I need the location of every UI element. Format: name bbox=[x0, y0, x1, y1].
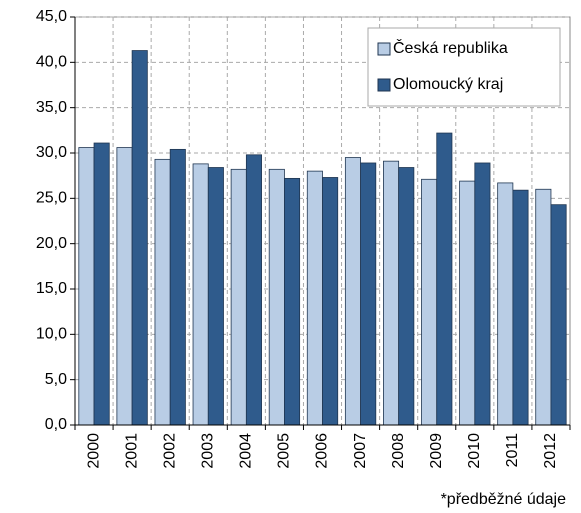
bar bbox=[497, 182, 514, 426]
x-tick-label: 2000 bbox=[85, 433, 102, 469]
legend-swatch bbox=[377, 42, 391, 56]
bar bbox=[306, 170, 323, 426]
y-tick-label: 10,0 bbox=[36, 326, 67, 343]
x-tick-label: 2008 bbox=[390, 433, 407, 469]
y-tick-label: 0,0 bbox=[45, 416, 67, 433]
bar bbox=[383, 160, 400, 426]
bar bbox=[268, 168, 285, 426]
bar bbox=[550, 204, 567, 426]
y-tick-label: 15,0 bbox=[36, 280, 67, 297]
bar bbox=[131, 50, 148, 426]
bar bbox=[421, 178, 438, 426]
bar bbox=[398, 167, 415, 426]
footnote: *předběžné údaje bbox=[441, 491, 567, 508]
y-tick-label: 20,0 bbox=[36, 235, 67, 252]
bar bbox=[474, 162, 491, 426]
y-tick-label: 25,0 bbox=[36, 190, 67, 207]
y-tick-label: 30,0 bbox=[36, 144, 67, 161]
y-tick-label: 40,0 bbox=[36, 54, 67, 71]
bar bbox=[344, 157, 361, 426]
y-tick-label: 45,0 bbox=[36, 8, 67, 25]
x-tick-label: 2009 bbox=[428, 433, 445, 469]
bar bbox=[459, 180, 476, 426]
x-tick-label: 2003 bbox=[199, 433, 216, 469]
bar bbox=[93, 142, 110, 426]
x-tick-label: 2006 bbox=[314, 433, 331, 469]
x-tick-label: 2005 bbox=[276, 433, 293, 469]
bar bbox=[169, 148, 186, 426]
bar bbox=[512, 189, 529, 426]
x-tick-label: 2004 bbox=[238, 433, 255, 469]
x-tick-label: 2011 bbox=[504, 433, 521, 468]
bar bbox=[192, 163, 209, 426]
x-tick-label: 2010 bbox=[466, 433, 483, 469]
bar bbox=[116, 147, 133, 426]
legend-swatch bbox=[377, 78, 391, 92]
legend-label: Česká republika bbox=[393, 38, 508, 57]
bar bbox=[154, 158, 171, 426]
bar bbox=[78, 147, 95, 426]
bar bbox=[360, 162, 377, 426]
x-tick-label: 2012 bbox=[542, 433, 559, 469]
y-tick-label: 5,0 bbox=[45, 371, 67, 388]
x-tick-label: 2002 bbox=[161, 433, 178, 469]
bar bbox=[322, 177, 339, 426]
bar bbox=[535, 188, 552, 426]
bar bbox=[284, 177, 301, 426]
legend-label: Olomoucký kraj bbox=[393, 76, 503, 93]
legend-box bbox=[367, 27, 561, 107]
x-tick-label: 2007 bbox=[352, 433, 369, 469]
bar bbox=[436, 132, 453, 426]
bar bbox=[245, 154, 262, 426]
x-tick-label: 2001 bbox=[123, 433, 140, 469]
bar bbox=[207, 167, 224, 426]
y-tick-label: 35,0 bbox=[36, 99, 67, 116]
bar bbox=[230, 168, 247, 426]
